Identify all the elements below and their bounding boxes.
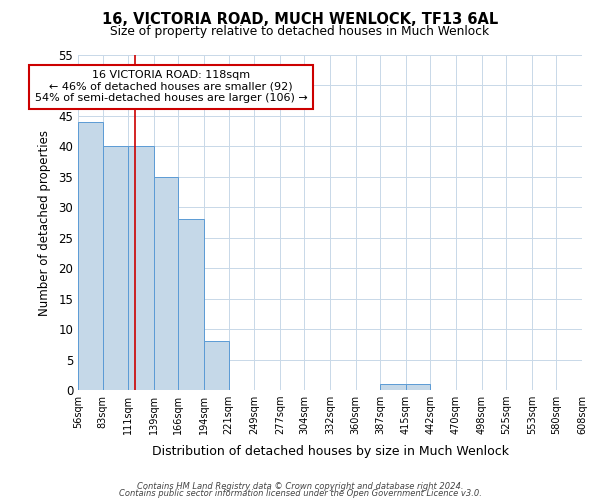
Bar: [103, 146, 128, 390]
Text: 16 VICTORIA ROAD: 118sqm
← 46% of detached houses are smaller (92)
54% of semi-d: 16 VICTORIA ROAD: 118sqm ← 46% of detach…: [35, 70, 308, 103]
Text: Contains public sector information licensed under the Open Government Licence v3: Contains public sector information licen…: [119, 490, 481, 498]
Bar: [380, 384, 406, 390]
X-axis label: Distribution of detached houses by size in Much Wenlock: Distribution of detached houses by size …: [151, 446, 509, 458]
Bar: [78, 122, 103, 390]
Text: 16, VICTORIA ROAD, MUCH WENLOCK, TF13 6AL: 16, VICTORIA ROAD, MUCH WENLOCK, TF13 6A…: [102, 12, 498, 28]
Bar: [406, 384, 430, 390]
Bar: [154, 177, 178, 390]
Bar: [178, 220, 204, 390]
Bar: [128, 146, 154, 390]
Bar: [204, 342, 229, 390]
Y-axis label: Number of detached properties: Number of detached properties: [38, 130, 52, 316]
Text: Contains HM Land Registry data © Crown copyright and database right 2024.: Contains HM Land Registry data © Crown c…: [137, 482, 463, 491]
Text: Size of property relative to detached houses in Much Wenlock: Size of property relative to detached ho…: [110, 25, 490, 38]
